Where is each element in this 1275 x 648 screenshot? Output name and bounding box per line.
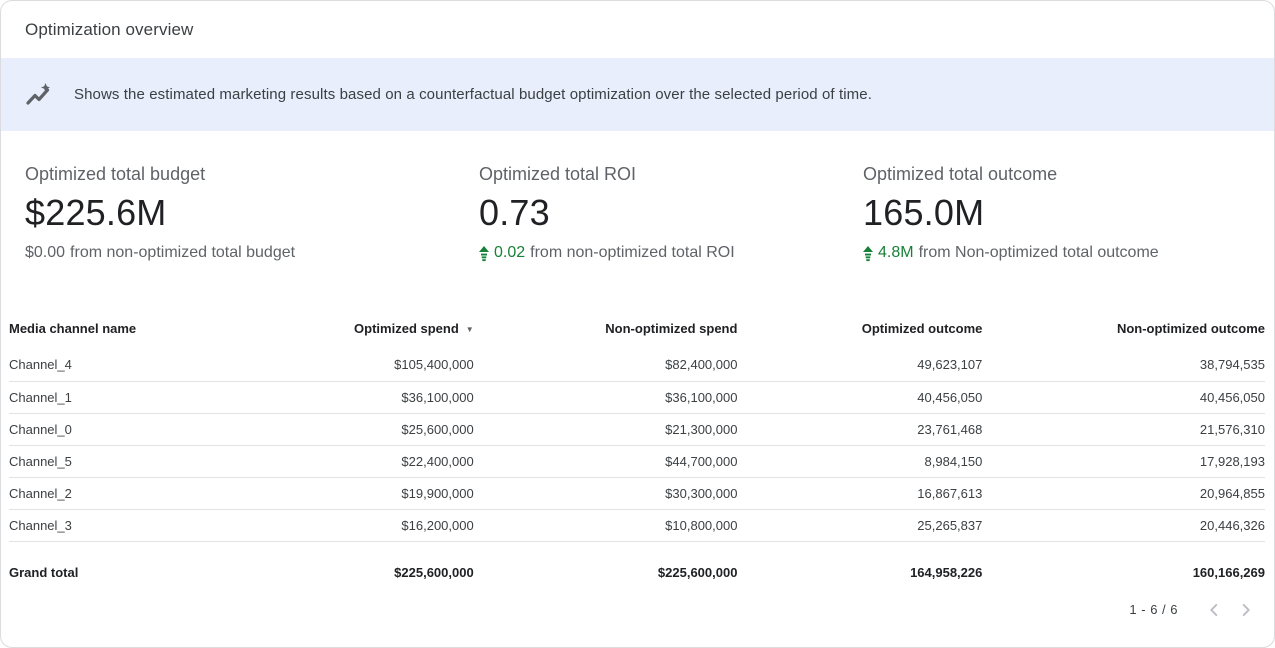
grand-total-cell: 160,166,269: [1192, 564, 1265, 580]
kpi-delta: $0.00 from non-optimized total budget: [25, 244, 295, 262]
table-cell: $105,400,000: [335, 349, 474, 382]
table-cell: Channel_1: [9, 381, 336, 414]
next-page-button[interactable]: [1230, 594, 1262, 626]
pagination: 1 - 6 / 6: [1, 594, 1274, 626]
table-cell: $36,100,000: [335, 381, 474, 414]
insights-icon: [25, 82, 51, 108]
trend-up-icon: [863, 246, 873, 262]
table-cell: Channel_5: [9, 445, 336, 478]
delta-text: from non-optimized total ROI: [530, 244, 735, 261]
banner-text: Shows the estimated marketing results ba…: [74, 86, 872, 103]
chevron-left-icon: [1210, 603, 1218, 616]
kpi-value: $225.6M: [25, 192, 167, 233]
kpi-optimized-total-budget: Optimized total budget $225.6M $0.00 fro…: [25, 164, 295, 262]
delta-text: from Non-optimized total outcome: [918, 244, 1159, 261]
table-cell: $82,400,000: [473, 349, 738, 382]
table-cell: 49,623,107: [737, 349, 983, 382]
table-header-row: Media channel name Optimized spend ▼ Non-…: [9, 317, 1265, 349]
grand-total-row: Grand total $225,600,000 $225,600,000 16…: [9, 541, 1265, 594]
table-cell: 23,761,468: [737, 413, 983, 446]
grand-total-cell: $225,600,000: [394, 564, 474, 580]
table-cell: $44,700,000: [473, 445, 738, 478]
kpi-delta: 4.8M from Non-optimized total outcome: [863, 244, 1159, 262]
table-row[interactable]: Channel_0 $25,600,000 $21,300,000 23,761…: [9, 413, 1265, 446]
table-cell: Channel_4: [9, 349, 336, 382]
table-cell: 20,964,855: [982, 477, 1265, 510]
delta-text: from non-optimized total budget: [70, 244, 296, 261]
kpi-optimized-total-roi: Optimized total ROI 0.73 0.02 from non-o…: [479, 164, 735, 262]
column-header-optimized-outcome[interactable]: Optimized outcome: [861, 321, 983, 336]
table-cell: $25,600,000: [335, 413, 474, 446]
kpi-label: Optimized total ROI: [479, 164, 637, 184]
table-cell: 16,867,613: [737, 477, 983, 510]
table-cell: $16,200,000: [335, 509, 474, 542]
table-row[interactable]: Channel_5 $22,400,000 $44,700,000 8,984,…: [9, 445, 1265, 478]
delta-amount: 0.02: [494, 244, 526, 261]
card-header: Optimization overview: [1, 1, 1274, 58]
delta-amount: $0.00: [25, 244, 66, 261]
pagination-range: 1 - 6 / 6: [1129, 602, 1178, 617]
table-cell: $36,100,000: [473, 381, 738, 414]
kpi-section: Optimized total budget $225.6M $0.00 fro…: [1, 131, 1274, 301]
table-cell: $19,900,000: [335, 477, 474, 510]
table-cell: 17,928,193: [982, 445, 1265, 478]
table-cell: $30,300,000: [473, 477, 738, 510]
kpi-delta: 0.02 from non-optimized total ROI: [479, 244, 735, 262]
kpi-optimized-total-outcome: Optimized total outcome 165.0M 4.8M from…: [863, 164, 1159, 262]
table-cell: 25,265,837: [737, 509, 983, 542]
kpi-value: 0.73: [479, 192, 550, 233]
sort-descending-icon: ▼: [465, 325, 474, 334]
table-row[interactable]: Channel_1 $36,100,000 $36,100,000 40,456…: [9, 381, 1265, 414]
table-cell: Channel_2: [9, 477, 336, 510]
table-cell: 40,456,050: [982, 381, 1265, 414]
chevron-right-icon: [1242, 603, 1250, 616]
grand-total-cell: $225,600,000: [657, 564, 738, 580]
table-cell: $21,300,000: [473, 413, 738, 446]
previous-page-button[interactable]: [1198, 594, 1230, 626]
kpi-label: Optimized total outcome: [863, 164, 1058, 184]
kpi-label: Optimized total budget: [25, 164, 206, 184]
table-row[interactable]: Channel_3 $16,200,000 $10,800,000 25,265…: [9, 509, 1265, 542]
column-header-media-channel-name[interactable]: Media channel name: [9, 321, 137, 336]
table-cell: $22,400,000: [335, 445, 474, 478]
info-banner: Shows the estimated marketing results ba…: [1, 58, 1274, 131]
page-title: Optimization overview: [25, 19, 194, 39]
table-cell: 8,984,150: [737, 445, 983, 478]
delta-amount: 4.8M: [878, 244, 914, 261]
column-header-non-optimized-outcome[interactable]: Non-optimized outcome: [1116, 321, 1265, 336]
table-cell: 38,794,535: [982, 349, 1265, 382]
table-row[interactable]: Channel_4 $105,400,000 $82,400,000 49,62…: [9, 349, 1265, 382]
column-header-non-optimized-spend[interactable]: Non-optimized spend: [605, 321, 738, 336]
column-header-optimized-spend[interactable]: Optimized spend ▼: [354, 321, 474, 336]
channels-table: Media channel name Optimized spend ▼ Non-…: [9, 317, 1265, 594]
trend-up-icon: [479, 246, 489, 262]
table-cell: $10,800,000: [473, 509, 738, 542]
table-cell: 20,446,326: [982, 509, 1265, 542]
channels-table-wrap: Media channel name Optimized spend ▼ Non-…: [1, 301, 1274, 594]
table-cell: Channel_0: [9, 413, 336, 446]
table-cell: 21,576,310: [982, 413, 1265, 446]
grand-total-cell: 164,958,226: [910, 564, 983, 580]
kpi-value: 165.0M: [863, 192, 985, 233]
table-cell: 40,456,050: [737, 381, 983, 414]
table-cell: Channel_3: [9, 509, 336, 542]
table-row[interactable]: Channel_2 $19,900,000 $30,300,000 16,867…: [9, 477, 1265, 510]
grand-total-label: Grand total: [9, 564, 79, 580]
